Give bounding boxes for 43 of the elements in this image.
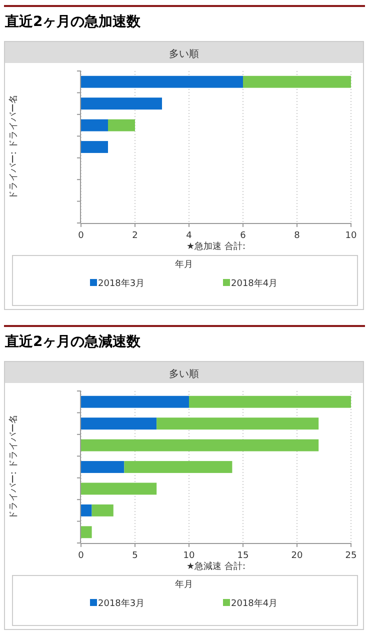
chart-title: 直近2ヶ月の急加速数 [4, 13, 142, 30]
x-tick-label: 25 [345, 551, 357, 561]
x-tick-label: 10 [183, 551, 195, 561]
x-tick-label: 8 [294, 231, 300, 241]
legend-label: 2018年4月 [231, 598, 278, 609]
bar [81, 439, 319, 452]
bar [189, 396, 351, 408]
x-tick-label: 5 [132, 551, 138, 561]
bar [108, 119, 135, 132]
chart-subtitle: 多い順 [169, 368, 199, 380]
bar [156, 418, 319, 430]
x-tick-label: 15 [237, 551, 249, 561]
bar [92, 504, 114, 516]
bar [81, 396, 189, 408]
bar [81, 141, 108, 153]
chart-title: 直近2ヶ月の急減速数 [4, 333, 142, 350]
bar [81, 76, 243, 88]
chart-subtitle: 多い順 [169, 48, 199, 60]
legend-label: 2018年3月 [98, 278, 145, 289]
x-tick-label: 10 [345, 231, 357, 241]
bar [81, 98, 162, 110]
x-tick-label: 0 [78, 231, 84, 241]
x-tick-label: 0 [78, 551, 84, 561]
x-axis-title: ★急加速 合計: [186, 241, 246, 252]
x-tick-label: 20 [291, 551, 303, 561]
bar [81, 461, 124, 473]
legend-title: 年月 [175, 259, 193, 270]
x-axis-title: ★急減速 合計: [186, 561, 246, 572]
bar [81, 418, 157, 430]
x-tick-label: 2 [132, 231, 138, 241]
x-tick-label: 4 [186, 231, 192, 241]
x-tick-label: 6 [240, 231, 246, 241]
bar [124, 461, 232, 473]
legend-label: 2018年4月 [231, 278, 278, 289]
bar [243, 76, 351, 88]
legend-label: 2018年3月 [98, 598, 145, 609]
y-axis-title: ドライバー: ドライバー名 [8, 94, 19, 200]
bar [81, 526, 92, 538]
legend-title: 年月 [175, 579, 193, 590]
bar [81, 119, 108, 132]
bar [81, 504, 92, 516]
bar [81, 482, 157, 495]
y-axis-title: ドライバー: ドライバー名 [8, 414, 19, 520]
